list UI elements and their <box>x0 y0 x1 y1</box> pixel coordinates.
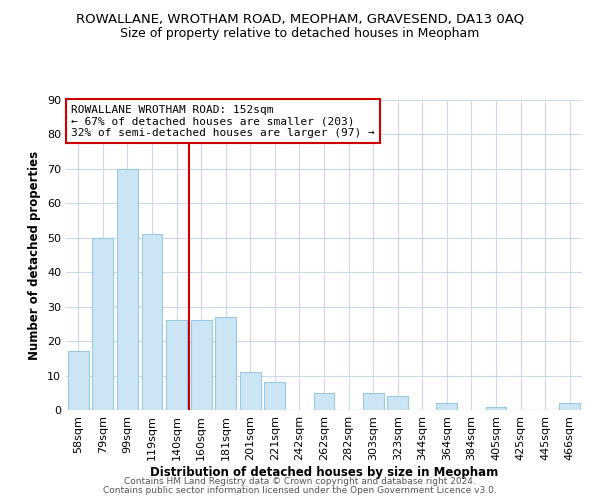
X-axis label: Distribution of detached houses by size in Meopham: Distribution of detached houses by size … <box>150 466 498 478</box>
Bar <box>436 403 457 410</box>
Bar <box>387 396 408 410</box>
Text: Contains HM Land Registry data © Crown copyright and database right 2024.: Contains HM Land Registry data © Crown c… <box>124 477 476 486</box>
Bar <box>215 317 236 410</box>
Bar <box>92 238 113 410</box>
Bar <box>485 406 506 410</box>
Text: Size of property relative to detached houses in Meopham: Size of property relative to detached ho… <box>121 28 479 40</box>
Bar <box>117 169 138 410</box>
Bar <box>265 382 286 410</box>
Bar <box>68 352 89 410</box>
Bar <box>559 403 580 410</box>
Text: ROWALLANE, WROTHAM ROAD, MEOPHAM, GRAVESEND, DA13 0AQ: ROWALLANE, WROTHAM ROAD, MEOPHAM, GRAVES… <box>76 12 524 26</box>
Bar <box>166 320 187 410</box>
Bar <box>240 372 261 410</box>
Bar <box>142 234 163 410</box>
Bar <box>314 393 334 410</box>
Text: Contains public sector information licensed under the Open Government Licence v3: Contains public sector information licen… <box>103 486 497 495</box>
Bar <box>362 393 383 410</box>
Bar <box>191 320 212 410</box>
Text: ROWALLANE WROTHAM ROAD: 152sqm
← 67% of detached houses are smaller (203)
32% of: ROWALLANE WROTHAM ROAD: 152sqm ← 67% of … <box>71 104 375 138</box>
Y-axis label: Number of detached properties: Number of detached properties <box>28 150 41 360</box>
